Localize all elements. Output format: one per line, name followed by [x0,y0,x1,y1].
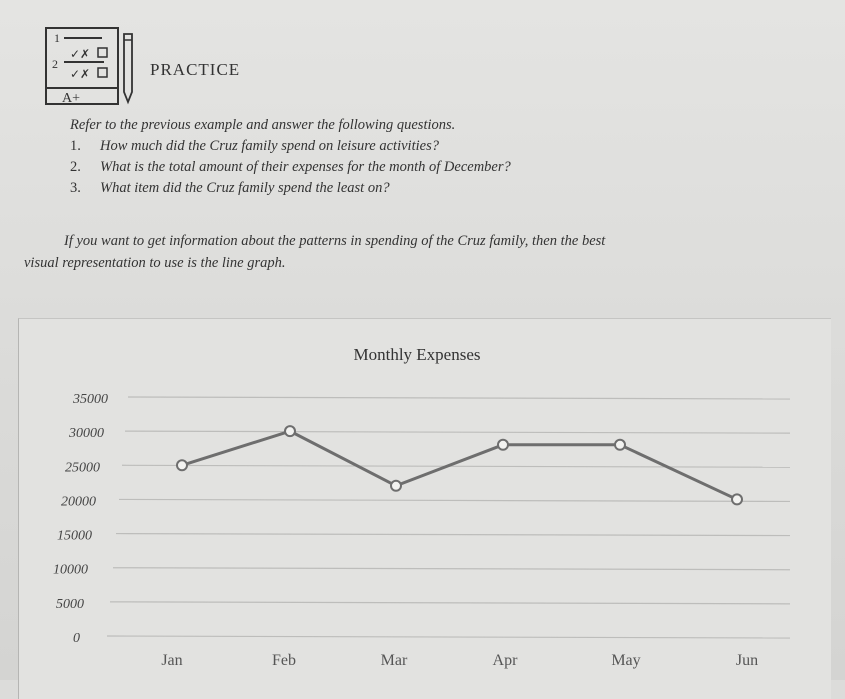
y-tick-label: 10000 [53,563,88,578]
paragraph-line-1: If you want to get information about the… [64,233,606,249]
y-tick-label: 15000 [57,529,92,544]
y-tick-label: 0 [73,631,80,646]
question-1-number: 1. [70,138,81,154]
question-3-number: 3. [70,180,81,196]
y-tick-label: 25000 [65,460,100,475]
gridline [115,532,791,537]
chart-frame [18,318,831,699]
data-point [614,438,626,451]
question-1: 1. How much did the Cruz family spend on … [70,136,511,157]
instructions-intro: Refer to the previous example and answer… [70,117,456,133]
instructions-block: Refer to the previous example and answer… [70,115,511,199]
logo-marks-1: ✓✗ [70,47,90,61]
x-tick-label: May [611,652,640,669]
questions-list: 1. How much did the Cruz family spend on … [70,136,511,199]
y-tick-label: 30000 [68,426,104,441]
series-line [181,429,738,501]
line-graph-paragraph: If you want to get information about the… [24,230,824,274]
gridline [109,601,791,605]
gridline [112,567,791,571]
question-3-text: What item did the Cruz family spend the … [100,180,390,196]
data-point [390,479,402,492]
question-2-text: What is the total amount of their expens… [100,159,511,175]
question-1-text: How much did the Cruz family spend on le… [100,138,439,154]
logo-grade: A+ [62,91,80,106]
gridline [127,396,791,400]
data-point [497,438,509,451]
x-tick-label: Apr [493,652,519,669]
practice-heading: PRACTICE [150,60,241,79]
x-tick-label: Mar [381,652,408,669]
question-2-number: 2. [70,159,81,175]
data-point [284,425,296,438]
x-tick-label: Jun [736,652,758,669]
logo-marks-2: ✓✗ [70,67,90,81]
gridline [124,430,791,434]
paragraph-line-2: visual representation to use is the line… [24,255,286,271]
y-tick-label: 5000 [56,597,84,612]
question-3: 3. What item did the Cruz family spend th… [70,178,511,199]
gridline [106,635,791,639]
y-tick-label: 35000 [72,392,108,407]
gridline [118,498,791,503]
logo-row2-number: 2 [52,57,58,71]
chart-title: Monthly Expenses [353,345,480,364]
x-tick-label: Jan [161,652,182,669]
gridline [121,464,791,468]
y-tick-label: 20000 [61,494,96,509]
practice-worksheet-icon: 1 2 ✓✗ ✓✗ A+ [45,27,133,106]
logo-row1-number: 1 [54,31,60,45]
question-2: 2. What is the total amount of their expe… [70,157,511,178]
x-tick-label: Feb [272,652,296,669]
data-point [731,493,743,506]
data-point [176,459,188,472]
monthly-expenses-chart: Monthly Expenses 35000 30000 25000 20000 150… [53,345,791,669]
